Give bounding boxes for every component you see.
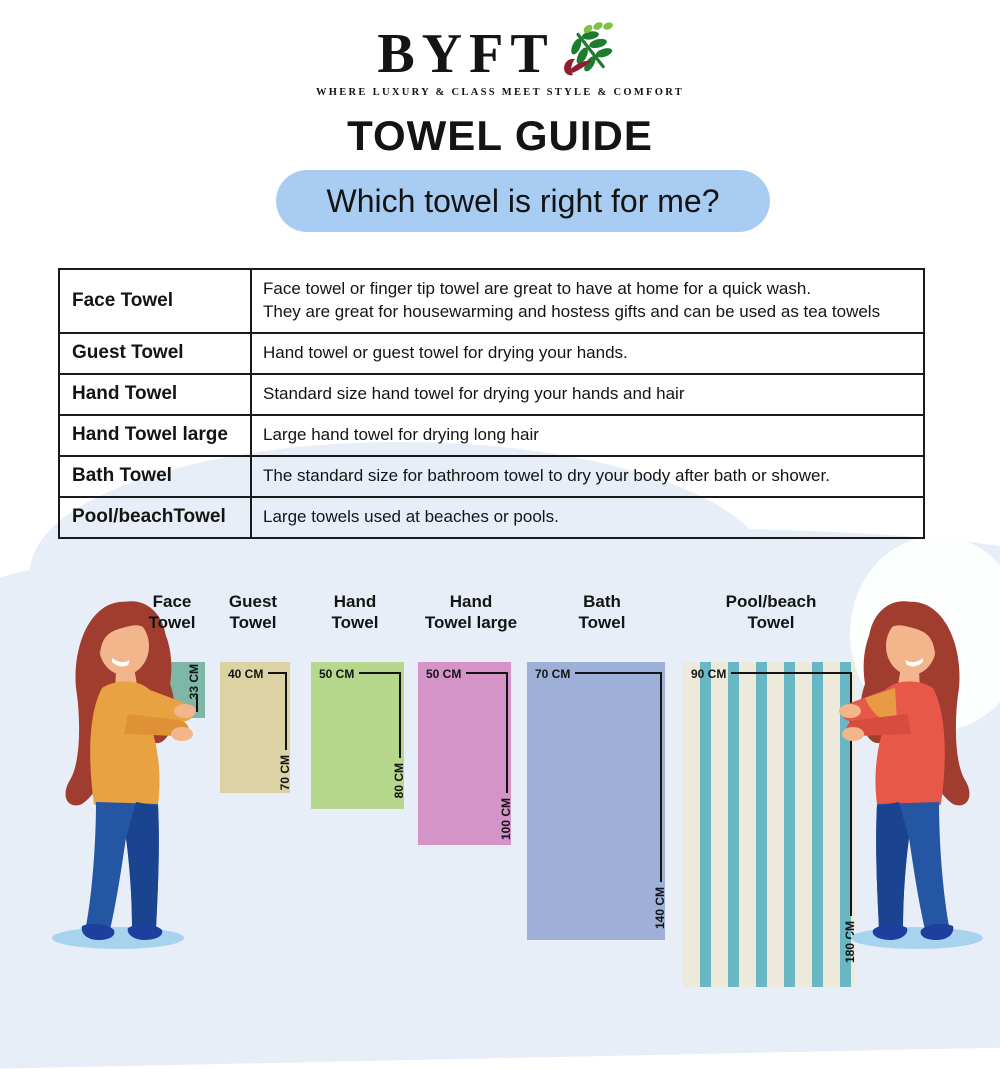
row-description: Standard size hand towel for drying your… — [250, 372, 925, 416]
dimension-line — [506, 672, 508, 793]
dimension-label: 140 CM — [653, 887, 667, 930]
dimension-line — [359, 672, 401, 674]
row-label: Guest Towel — [58, 331, 252, 375]
brand-tagline: WHERE LUXURY & CLASS MEET STYLE & COMFOR… — [315, 87, 685, 98]
dimension-line — [466, 672, 508, 674]
row-description: Face towel or finger tip towel are great… — [250, 268, 925, 334]
table-row: Face Towel Face towel or finger tip towe… — [58, 268, 925, 334]
brand-logo-text: BYFT — [377, 22, 555, 85]
row-label: Hand Towel — [58, 372, 252, 416]
row-label: Bath Towel — [58, 454, 252, 498]
page-title: TOWEL GUIDE — [347, 112, 653, 159]
table-row: Hand Towel Standard size hand towel for … — [58, 372, 925, 416]
leaf-icon — [561, 22, 623, 85]
dimension-line — [268, 672, 287, 674]
question-banner: Which towel is right for me? — [276, 170, 770, 232]
dimension-label: 40 CM — [228, 667, 264, 681]
header: BYFT WHERE LUXURY & CLASS MEET — [0, 22, 1000, 160]
column-header-bath-towel: Bath Towel — [578, 592, 626, 632]
dimension-line — [850, 672, 852, 916]
row-label: Pool/beachTowel — [58, 495, 252, 539]
row-label: Hand Towel large — [58, 413, 252, 457]
hand-towel-large-swatch: 50 CM 100 CM — [418, 662, 513, 845]
column-header-face-towel: Face Towel — [148, 592, 196, 632]
column-header-guest-towel: Guest Towel — [228, 592, 278, 632]
dimension-label: 70 CM — [278, 755, 292, 791]
row-description: Large hand towel for drying long hair — [250, 413, 925, 457]
row-description: Large towels used at beaches or pools. — [250, 495, 925, 539]
dimension-label: 50 CM — [319, 667, 355, 681]
dimension-label: 90 CM — [691, 667, 727, 681]
hand-towel-swatch: 50 CM 80 CM — [311, 662, 406, 809]
dimension-line — [196, 694, 198, 710]
dimension-line — [660, 672, 662, 882]
column-header-hand-towel: Hand Towel — [331, 592, 379, 632]
woman-illustration-left — [30, 592, 205, 959]
dimension-line — [731, 672, 852, 674]
bath-towel-swatch: 70 CM 140 CM — [527, 662, 667, 940]
pool-beach-towel-swatch: 90 CM 180 CM — [683, 662, 857, 987]
table-row: Guest Towel Hand towel or guest towel fo… — [58, 331, 925, 375]
column-header-pool-beach-towel: Pool/beach Towel — [725, 592, 817, 632]
table-row: Bath Towel The standard size for bathroo… — [58, 454, 925, 498]
dimension-label: 50 CM — [426, 667, 462, 681]
dimension-line — [575, 672, 662, 674]
row-description: The standard size for bathroom towel to … — [250, 454, 925, 498]
row-description: Hand towel or guest towel for drying you… — [250, 331, 925, 375]
table-row: Pool/beachTowel Large towels used at bea… — [58, 495, 925, 539]
row-label: Face Towel — [58, 268, 252, 334]
dimension-line — [399, 672, 401, 758]
woman-illustration-right — [830, 592, 1000, 959]
towel-guide-table: Face Towel Face towel or finger tip towe… — [58, 268, 925, 539]
dimension-line — [285, 672, 287, 750]
column-header-hand-towel-large: Hand Towel large — [424, 592, 518, 632]
table-row: Hand Towel large Large hand towel for dr… — [58, 413, 925, 457]
guest-towel-swatch: 40 CM 70 CM — [220, 662, 292, 793]
dimension-label: 70 CM — [535, 667, 571, 681]
dimension-label: 80 CM — [392, 763, 406, 799]
dimension-label: 100 CM — [499, 798, 513, 841]
